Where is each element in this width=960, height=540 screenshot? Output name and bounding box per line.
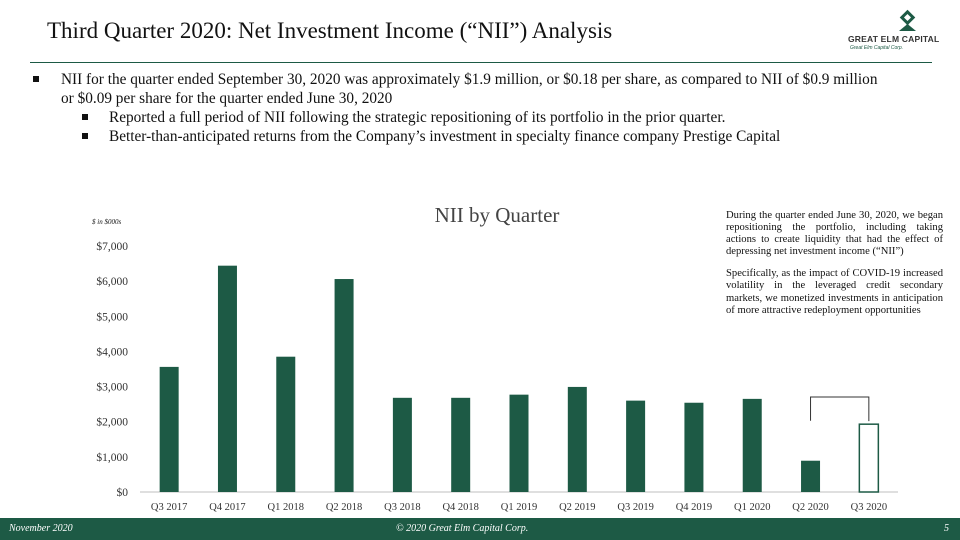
logo-text: GREAT ELM CAPITAL <box>848 34 940 44</box>
page-number: 5 <box>944 523 949 534</box>
x-tick-label: Q2 2020 <box>792 502 828 513</box>
y-tick-label: $3,000 <box>96 381 128 394</box>
bar-q1-2019 <box>509 394 529 492</box>
x-tick-label: Q3 2017 <box>151 502 187 513</box>
footer-date: November 2020 <box>9 523 73 534</box>
bar-q2-2020 <box>801 460 821 492</box>
footer-bar: November 2020 © 2020 Great Elm Capital C… <box>0 518 960 540</box>
bar-q1-2018 <box>276 356 296 492</box>
bar-q4-2018 <box>451 397 471 492</box>
x-tick-label: Q1 2018 <box>268 502 304 513</box>
logo-tree-icon <box>899 9 916 31</box>
units-label: $ in $000s <box>92 218 122 226</box>
bar-q3-2017 <box>159 366 179 492</box>
x-tick-label: Q4 2019 <box>676 502 712 513</box>
bar-q3-2019 <box>626 400 646 492</box>
bar-q4-2017 <box>217 265 237 492</box>
commentary-paragraph-2: Specifically, as the impact of COVID-19 … <box>726 268 943 316</box>
title-divider <box>30 62 932 63</box>
comparison-bracket <box>810 396 870 422</box>
sub-bullet-item: Better-than-anticipated returns from the… <box>30 127 888 146</box>
y-tick-label: $0 <box>117 486 129 499</box>
company-logo: GREAT ELM CAPITAL Great Elm Capital Corp… <box>848 9 953 57</box>
bullet-marker <box>82 114 88 120</box>
bar-q1-2020 <box>742 398 762 492</box>
commentary-box: During the quarter ended June 30, 2020, … <box>726 210 943 327</box>
x-tick-label: Q1 2019 <box>501 502 537 513</box>
page-title: Third Quarter 2020: Net Investment Incom… <box>47 18 613 43</box>
bar-q3-2020 <box>858 423 880 493</box>
x-tick-label: Q3 2019 <box>617 502 653 513</box>
y-tick-label: $5,000 <box>96 310 128 323</box>
x-tick-label: Q3 2020 <box>851 502 887 513</box>
x-tick-label: Q2 2019 <box>559 502 595 513</box>
bar-q2-2019 <box>567 386 587 492</box>
chart-title: NII by Quarter <box>435 203 560 227</box>
sub-bullet-text: Better-than-anticipated returns from the… <box>109 128 781 145</box>
sub-bullet-text: Reported a full period of NII following … <box>109 109 726 126</box>
y-tick-label: $6,000 <box>96 275 128 288</box>
footer-copyright: © 2020 Great Elm Capital Corp. <box>396 523 529 534</box>
logo-subtitle: Great Elm Capital Corp. <box>850 45 904 51</box>
bullet-item: NII for the quarter ended September 30, … <box>30 70 888 108</box>
bullet-marker <box>82 133 88 139</box>
y-tick-label: $1,000 <box>96 451 128 464</box>
sub-bullet-item: Reported a full period of NII following … <box>30 108 888 127</box>
x-tick-label: Q4 2018 <box>442 502 478 513</box>
bar-q2-2018 <box>334 279 354 492</box>
x-tick-label: Q2 2018 <box>326 502 362 513</box>
bar-q3-2018 <box>392 397 412 492</box>
y-tick-label: $2,000 <box>96 416 128 429</box>
bullet-text: NII for the quarter ended September 30, … <box>61 71 878 107</box>
y-tick-label: $4,000 <box>96 345 128 358</box>
bar-q4-2019 <box>684 402 704 492</box>
x-tick-label: Q3 2018 <box>384 502 420 513</box>
x-tick-label: Q1 2020 <box>734 502 770 513</box>
commentary-paragraph-1: During the quarter ended June 30, 2020, … <box>726 210 943 258</box>
y-tick-label: $7,000 <box>96 240 128 253</box>
bullet-list: NII for the quarter ended September 30, … <box>30 70 888 146</box>
bullet-marker <box>33 76 39 82</box>
x-tick-label: Q4 2017 <box>209 502 245 513</box>
